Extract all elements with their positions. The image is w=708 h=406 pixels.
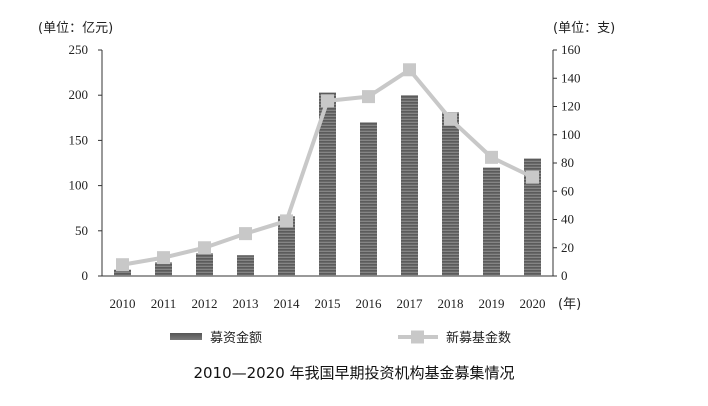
line-marker [362,90,375,104]
y-right-tick-label: 120 [561,99,581,114]
line-marker [239,227,252,241]
line-marker [321,94,334,108]
x-tick-label: 2018 [438,296,464,311]
legend: 募资金额 新募基金数 [170,330,511,346]
x-tick-label: 2020 [520,296,546,311]
x-tick-label: 2015 [315,296,341,311]
bar [524,158,541,276]
line-marker [403,63,416,77]
legend-bar-label: 募资金额 [210,330,262,346]
line-marker [198,241,211,255]
bar [155,262,172,276]
y-right-tick-label: 140 [561,70,581,85]
y-left-tick-label: 0 [82,268,89,283]
line-marker [157,251,170,265]
right-axis-unit: (单位：支) [553,21,615,36]
x-axis-unit: (年) [558,297,581,312]
line-marker [485,150,498,164]
bar [483,167,500,276]
x-tick-label: 2016 [356,296,383,311]
x-tick-label: 2012 [192,296,218,311]
x-tick-label: 2019 [479,296,505,311]
legend-line-label: 新募基金数 [446,330,511,346]
legend-bar-swatch [170,333,202,340]
y-right-tick-label: 20 [561,240,574,255]
x-tick-label: 2017 [397,296,424,311]
line-series [116,63,539,272]
line-marker [444,112,457,126]
y-right-tick-label: 80 [561,155,574,170]
y-right-tick-label: 0 [561,268,568,283]
y-right-tick-label: 60 [561,183,574,198]
bar [278,216,295,276]
y-left-tick-label: 250 [69,42,89,57]
y-left-tick-label: 150 [69,132,89,147]
y-right-tick-label: 100 [561,127,581,142]
bar [360,122,377,276]
line-marker [116,258,129,272]
x-tick-label: 2011 [151,296,177,311]
legend-line-marker [411,330,424,344]
bar-series [114,92,541,276]
axes: 0 50 100 150 200 250 0 20 40 60 80 100 120 140 160 2010… [69,42,581,311]
line-marker [526,170,539,184]
line-marker [280,214,293,228]
x-tick-label: 2010 [110,296,136,311]
left-axis-unit: (单位：亿元) [38,21,113,36]
bar [319,92,336,276]
y-left-tick-label: 200 [69,87,89,102]
chart-title: 2010—2020 年我国早期投资机构基金募集情况 [193,364,515,382]
bar [114,269,131,276]
bar [401,95,418,276]
y-left-tick-label: 100 [69,178,89,193]
bar [196,253,213,276]
y-right-tick-label: 40 [561,212,574,227]
x-tick-label: 2014 [274,296,301,311]
y-right-tick-label: 160 [561,42,581,57]
bar [442,112,459,276]
y-left-tick-label: 50 [75,223,88,238]
bar [237,255,254,276]
x-tick-label: 2013 [233,296,259,311]
